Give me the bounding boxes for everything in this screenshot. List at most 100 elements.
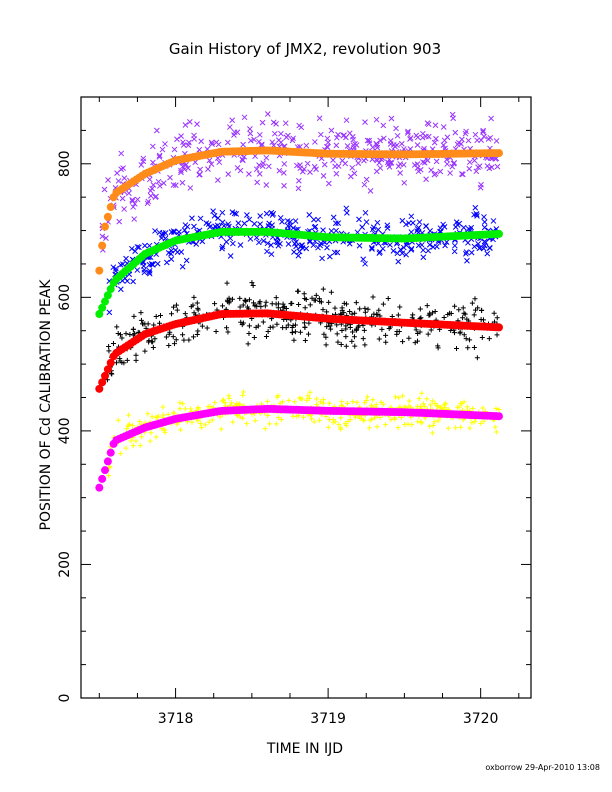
data-point: [328, 289, 334, 295]
data-point: [195, 305, 201, 311]
data-point: [411, 162, 418, 168]
data-point: [144, 200, 151, 207]
data-point: [264, 111, 271, 117]
data-point: [320, 286, 326, 292]
data-point: [420, 254, 427, 261]
data-point: [393, 125, 399, 132]
data-point: [360, 417, 366, 423]
data-point: [152, 336, 158, 342]
data-point: [257, 221, 263, 227]
data-point: [126, 412, 132, 418]
data-point: [293, 413, 299, 419]
chart-title: Gain History of JMX2, revolution 903: [169, 40, 441, 58]
data-point: [263, 210, 270, 217]
data-point: [251, 220, 258, 227]
data-point: [124, 278, 131, 284]
data-point: [198, 421, 204, 427]
data-point: [494, 163, 501, 170]
data-point: [423, 223, 429, 230]
data-point: [456, 307, 462, 313]
data-point: [428, 327, 434, 333]
data-point: [283, 305, 289, 311]
data-point: [264, 248, 270, 255]
fit-point: [106, 358, 115, 367]
data-point: [494, 332, 500, 338]
data-point: [335, 131, 341, 138]
data-point: [210, 208, 216, 214]
data-point: [182, 122, 189, 128]
data-point: [117, 332, 123, 338]
data-point: [432, 122, 439, 129]
data-point: [345, 400, 351, 406]
data-point: [237, 414, 243, 420]
data-point: [173, 337, 179, 343]
data-point: [138, 317, 144, 323]
data-point: [209, 141, 215, 147]
data-point: [464, 404, 470, 410]
data-point: [247, 236, 254, 242]
data-point: [469, 420, 475, 426]
data-point: [147, 187, 154, 194]
data-point: [350, 329, 356, 335]
data-point: [240, 415, 246, 421]
data-point: [252, 303, 258, 309]
data-point: [257, 299, 263, 305]
data-point: [462, 250, 469, 257]
data-point: [179, 179, 186, 186]
data-point: [254, 179, 261, 186]
data-point: [303, 142, 310, 149]
data-point: [327, 323, 333, 329]
data-point: [157, 320, 163, 326]
data-point: [462, 311, 468, 317]
data-point: [451, 248, 458, 255]
data-point: [263, 299, 269, 305]
data-point: [354, 399, 360, 405]
data-point: [285, 322, 291, 328]
data-point: [171, 304, 177, 310]
data-point: [118, 150, 125, 157]
data-point: [156, 183, 163, 189]
data-point: [194, 121, 200, 127]
data-point: [460, 315, 466, 321]
data-point: [394, 142, 400, 149]
data-point: [306, 239, 313, 245]
data-point: [325, 180, 332, 187]
data-point: [311, 163, 318, 170]
data-point: [371, 415, 377, 421]
data-point: [317, 399, 323, 405]
data-point: [465, 137, 472, 144]
data-point: [118, 451, 124, 457]
data-point: [206, 157, 213, 164]
data-point: [123, 255, 129, 262]
fit-point: [494, 149, 503, 158]
data-point: [246, 297, 252, 303]
data-point: [174, 307, 180, 313]
data-point: [472, 131, 479, 138]
data-point: [275, 137, 282, 144]
data-point: [370, 397, 376, 403]
data-point: [267, 421, 273, 427]
data-point: [341, 310, 347, 316]
data-point: [493, 138, 500, 144]
data-point: [289, 329, 295, 335]
data-point: [458, 424, 464, 430]
data-point: [250, 283, 256, 289]
data-point: [346, 240, 353, 247]
data-point: [362, 209, 369, 216]
data-point: [435, 418, 441, 424]
data-point: [156, 229, 163, 236]
data-point: [472, 204, 479, 211]
data-point: [463, 336, 469, 342]
data-point: [246, 323, 252, 329]
data-point: [188, 304, 194, 310]
data-point: [123, 445, 129, 451]
data-point: [180, 332, 186, 338]
data-point: [212, 223, 218, 230]
data-point: [221, 223, 227, 229]
data-point: [424, 120, 431, 126]
data-point: [268, 251, 275, 258]
data-point: [202, 422, 208, 428]
data-point: [197, 215, 204, 222]
data-point: [121, 175, 128, 181]
data-point: [275, 305, 281, 311]
